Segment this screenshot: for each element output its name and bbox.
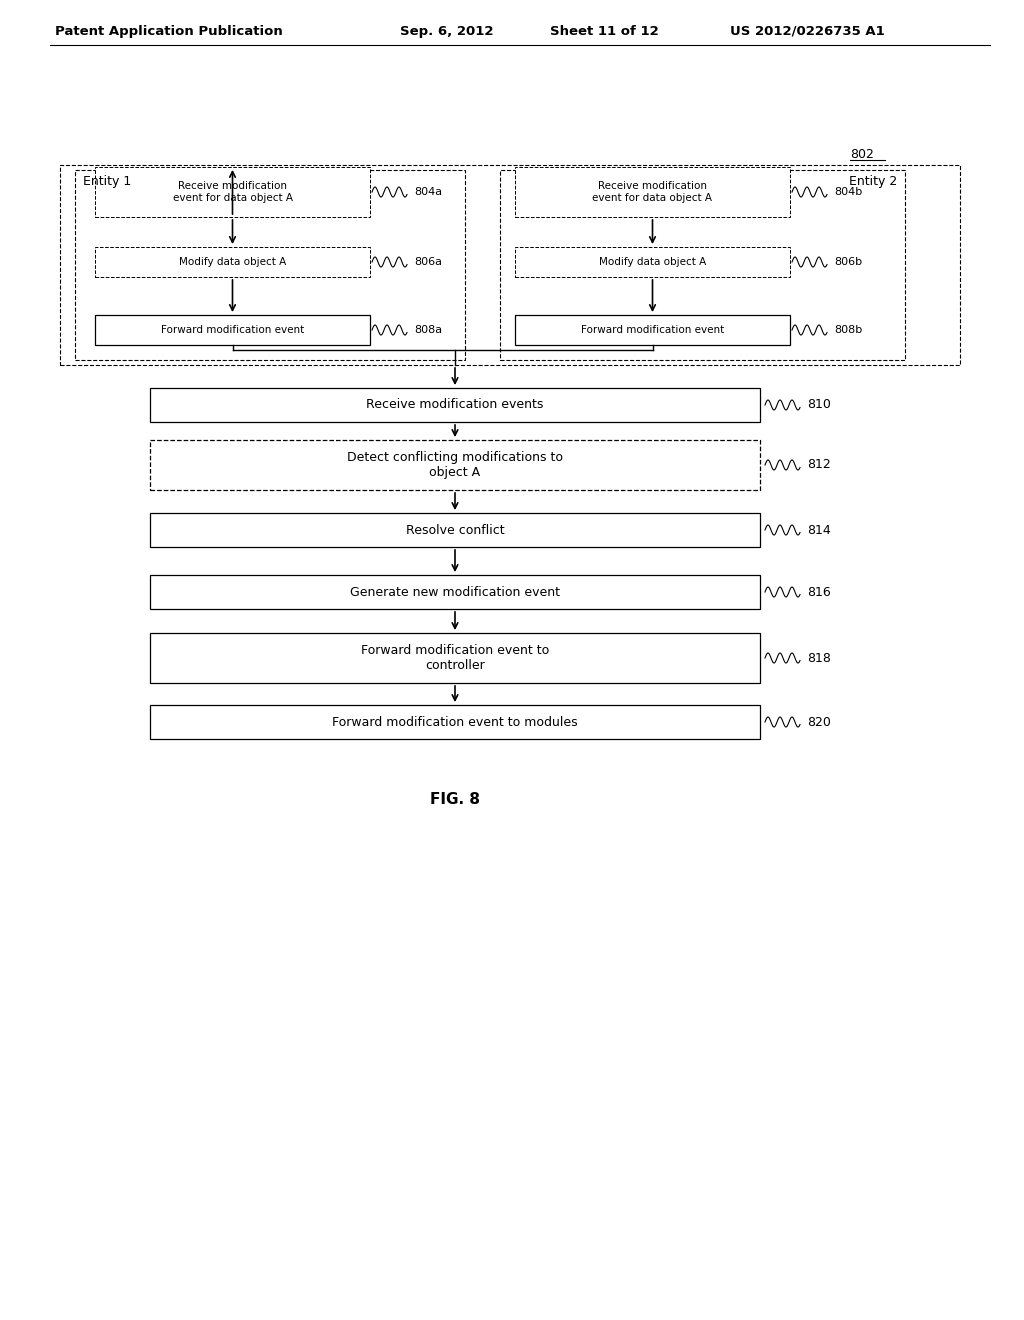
Text: US 2012/0226735 A1: US 2012/0226735 A1 bbox=[730, 25, 885, 38]
Bar bbox=[150, 440, 760, 490]
Text: FIG. 8: FIG. 8 bbox=[430, 792, 480, 808]
Text: Receive modification events: Receive modification events bbox=[367, 399, 544, 412]
Text: 804b: 804b bbox=[834, 187, 862, 197]
Text: 806b: 806b bbox=[834, 257, 862, 267]
Text: Modify data object A: Modify data object A bbox=[179, 257, 286, 267]
Text: Forward modification event to modules: Forward modification event to modules bbox=[332, 715, 578, 729]
Text: Sheet 11 of 12: Sheet 11 of 12 bbox=[550, 25, 658, 38]
Bar bbox=[60, 165, 961, 366]
Bar bbox=[150, 576, 760, 609]
Bar bbox=[95, 168, 370, 216]
Bar bbox=[150, 634, 760, 682]
Text: Modify data object A: Modify data object A bbox=[599, 257, 707, 267]
Text: Receive modification
event for data object A: Receive modification event for data obje… bbox=[593, 181, 713, 203]
Text: Patent Application Publication: Patent Application Publication bbox=[55, 25, 283, 38]
Bar bbox=[515, 168, 790, 216]
Text: Detect conflicting modifications to
object A: Detect conflicting modifications to obje… bbox=[347, 451, 563, 479]
Text: Receive modification
event for data object A: Receive modification event for data obje… bbox=[172, 181, 293, 203]
Bar bbox=[500, 170, 905, 360]
Bar bbox=[95, 247, 370, 277]
Text: Generate new modification event: Generate new modification event bbox=[350, 586, 560, 598]
Text: Entity 2: Entity 2 bbox=[849, 176, 897, 187]
Text: 806a: 806a bbox=[414, 257, 442, 267]
Text: Sep. 6, 2012: Sep. 6, 2012 bbox=[400, 25, 494, 38]
Text: Forward modification event: Forward modification event bbox=[581, 325, 724, 335]
Bar bbox=[150, 705, 760, 739]
Text: Forward modification event: Forward modification event bbox=[161, 325, 304, 335]
Text: Entity 1: Entity 1 bbox=[83, 176, 131, 187]
Text: 814: 814 bbox=[807, 524, 830, 536]
Text: Resolve conflict: Resolve conflict bbox=[406, 524, 504, 536]
Bar bbox=[150, 388, 760, 422]
Text: 816: 816 bbox=[807, 586, 830, 598]
Bar bbox=[515, 247, 790, 277]
Bar bbox=[75, 170, 465, 360]
Bar bbox=[150, 513, 760, 546]
Text: 818: 818 bbox=[807, 652, 830, 664]
Bar bbox=[95, 315, 370, 345]
Text: Forward modification event to
controller: Forward modification event to controller bbox=[360, 644, 549, 672]
Text: 810: 810 bbox=[807, 399, 830, 412]
Text: 802: 802 bbox=[850, 149, 873, 161]
Bar bbox=[515, 315, 790, 345]
Text: 804a: 804a bbox=[414, 187, 442, 197]
Text: 820: 820 bbox=[807, 715, 830, 729]
Text: 812: 812 bbox=[807, 458, 830, 471]
Text: 808a: 808a bbox=[414, 325, 442, 335]
Text: 808b: 808b bbox=[834, 325, 862, 335]
